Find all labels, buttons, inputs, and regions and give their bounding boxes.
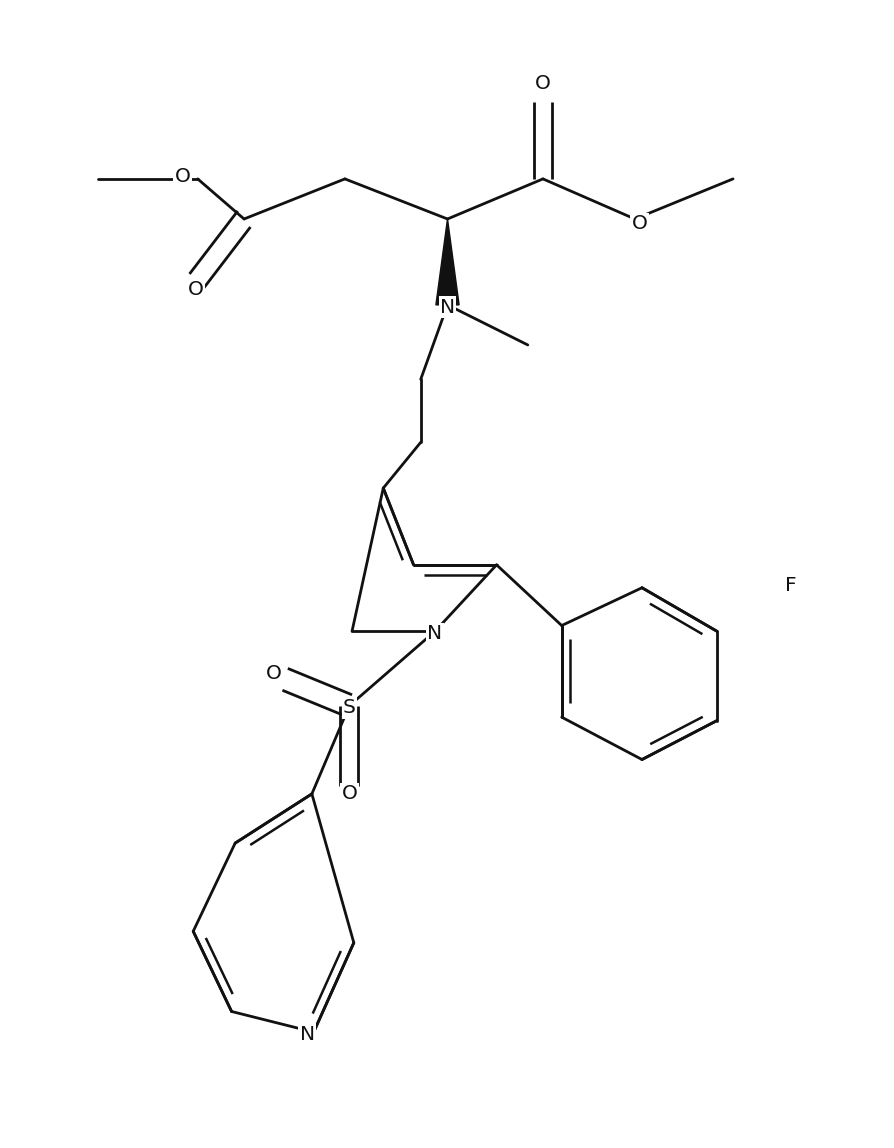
Text: O: O [174, 168, 190, 186]
Text: N: N [299, 1025, 315, 1044]
Text: O: O [188, 280, 204, 300]
Text: O: O [341, 784, 357, 804]
Text: N: N [427, 625, 442, 643]
Text: N: N [440, 297, 454, 317]
Text: F: F [784, 576, 796, 595]
Text: S: S [342, 698, 356, 718]
Polygon shape [435, 219, 459, 305]
Text: O: O [630, 214, 646, 233]
Text: O: O [266, 665, 281, 683]
Text: O: O [535, 73, 551, 93]
